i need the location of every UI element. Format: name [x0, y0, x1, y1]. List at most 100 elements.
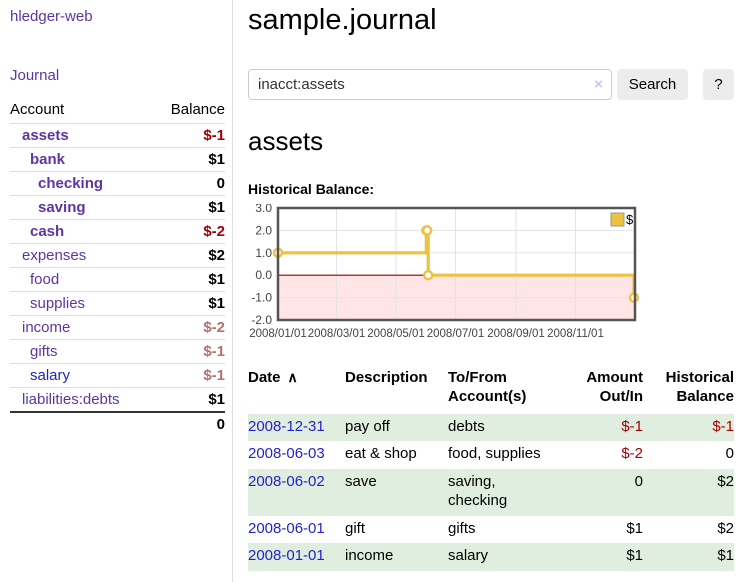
- account-link-bank[interactable]: bank: [30, 151, 66, 168]
- account-row: checking 0: [10, 171, 225, 196]
- page-title: sample.journal: [248, 4, 437, 36]
- y-tick-label: 2.0: [255, 223, 272, 237]
- transaction-description: save: [345, 472, 377, 490]
- x-tick-label: 2008/05/01: [367, 328, 425, 340]
- accounts-total-row: 0: [10, 412, 225, 436]
- account-link-supplies[interactable]: supplies: [30, 295, 86, 312]
- account-balance: $-1: [203, 367, 225, 384]
- account-row: bank $1: [10, 147, 225, 172]
- account-balance: $-1: [203, 127, 225, 144]
- transaction-accounts: saving, checking: [448, 472, 508, 510]
- account-row: saving $1: [10, 195, 225, 220]
- transaction-accounts: debts: [448, 417, 485, 435]
- account-link-liabilities-debts[interactable]: liabilities:debts: [22, 391, 120, 408]
- account-balance: 0: [216, 175, 225, 192]
- account-row: income $-2: [10, 315, 225, 340]
- transaction-description: income: [345, 547, 394, 564]
- y-tick-label: 1.0: [255, 246, 272, 260]
- account-balance: $1: [208, 295, 225, 312]
- account-row: food $1: [10, 267, 225, 292]
- transaction-balance: $2: [717, 519, 734, 537]
- search-form: × Search ?: [248, 69, 734, 100]
- search-button[interactable]: Search: [617, 69, 688, 100]
- account-link-income[interactable]: income: [22, 319, 71, 336]
- clear-search-icon[interactable]: ×: [594, 76, 603, 93]
- account-link-cash[interactable]: cash: [30, 223, 65, 240]
- accounts-table: Account Balance assets $-1 bank $1 checking 0…: [10, 99, 225, 436]
- account-balance: $1: [208, 199, 225, 216]
- transaction-accounts: gifts: [448, 519, 476, 537]
- column-header-description: Description: [345, 369, 428, 386]
- brand-link[interactable]: hledger-web: [10, 8, 93, 25]
- account-balance: $1: [208, 271, 225, 288]
- y-tick-label: -2.0: [251, 313, 272, 327]
- accounts-header-row: Account Balance: [10, 99, 225, 124]
- column-header-accounts: To/From Account(s): [448, 369, 527, 405]
- main-content: sample.journal × Search ? assets Histori…: [248, 0, 734, 571]
- account-link-saving[interactable]: saving: [38, 199, 86, 216]
- transaction-accounts: food, supplies: [448, 445, 541, 462]
- account-row: cash $-2: [10, 219, 225, 244]
- register-header-row: Date ∧ Description To/From Account(s) Amount…: [248, 367, 734, 414]
- accounts-header-balance: Balance: [170, 101, 225, 118]
- transaction-balance: $2: [717, 472, 734, 490]
- y-tick-label: -1.0: [251, 291, 272, 305]
- data-point-marker: [421, 225, 433, 236]
- transaction-accounts: salary: [448, 547, 489, 564]
- account-balance: $1: [208, 151, 225, 168]
- sidebar: hledger-web Journal Account Balance asse…: [0, 0, 233, 582]
- account-row: salary $-1: [10, 363, 225, 388]
- account-row: expenses $2: [10, 243, 225, 268]
- nav-journal-link[interactable]: Journal: [10, 67, 60, 84]
- account-row: assets $-1: [10, 123, 225, 148]
- account-row: supplies $1: [10, 291, 225, 316]
- transaction-row: 2008-06-02 save saving, checking 0 $2: [248, 468, 734, 516]
- transaction-date-link[interactable]: 2008-06-02: [248, 472, 325, 490]
- transaction-date-link[interactable]: 2008-01-01: [248, 547, 325, 564]
- account-link-expenses[interactable]: expenses: [22, 247, 87, 264]
- column-header-date: Date ∧: [248, 369, 298, 386]
- account-link-food[interactable]: food: [30, 271, 60, 288]
- transaction-row: 2008-12-31 pay off debts $-1 $-1: [248, 413, 734, 441]
- transaction-description: gift: [345, 519, 366, 537]
- transaction-description: eat & shop: [345, 445, 417, 462]
- transaction-amount: $-2: [621, 445, 643, 462]
- account-link-gifts[interactable]: gifts: [30, 343, 58, 360]
- column-header-amount: Amount Out/In: [586, 369, 643, 405]
- transaction-date-link[interactable]: 2008-06-03: [248, 445, 325, 462]
- transaction-date-link[interactable]: 2008-06-01: [248, 519, 325, 537]
- accounts-total-balance: 0: [216, 416, 225, 433]
- data-point-marker: [422, 269, 434, 281]
- transaction-row: 2008-06-03 eat & shop food, supplies $-2 0: [248, 441, 734, 469]
- account-link-assets[interactable]: assets: [22, 127, 69, 144]
- account-balance: $-2: [203, 223, 225, 240]
- transaction-row: 2008-06-01 gift gifts $1 $2: [248, 516, 734, 544]
- transaction-balance: $-1: [712, 417, 734, 435]
- transaction-balance: 0: [725, 445, 734, 462]
- account-link-salary[interactable]: salary: [30, 367, 71, 384]
- register-table: Date ∧ Description To/From Account(s) Amount…: [248, 367, 734, 571]
- transaction-amount: 0: [634, 472, 643, 490]
- plot-border: [276, 206, 637, 322]
- transaction-amount: $-1: [621, 417, 643, 435]
- account-row: liabilities:debts $1: [10, 387, 225, 413]
- x-tick-label: 2008/09/01: [487, 328, 545, 340]
- chart-title: Historical Balance:: [248, 181, 375, 197]
- help-button[interactable]: ?: [703, 69, 734, 100]
- column-header-balance: Historical Balance: [665, 369, 734, 405]
- account-heading: assets: [248, 126, 324, 156]
- transaction-description: pay off: [345, 417, 390, 435]
- sort-ascending-icon: ∧: [287, 369, 298, 385]
- account-balance: $1: [208, 391, 225, 408]
- transaction-amount: $1: [626, 547, 643, 564]
- transaction-date-link[interactable]: 2008-12-31: [248, 417, 325, 435]
- legend-label: $: [626, 212, 634, 227]
- account-link-checking[interactable]: checking: [38, 175, 104, 192]
- search-input[interactable]: [248, 69, 612, 100]
- x-tick-label: 2008/01/01: [249, 328, 307, 340]
- y-tick-label: 0.0: [255, 268, 272, 282]
- legend-swatch: [610, 212, 625, 227]
- transaction-amount: $1: [626, 519, 643, 537]
